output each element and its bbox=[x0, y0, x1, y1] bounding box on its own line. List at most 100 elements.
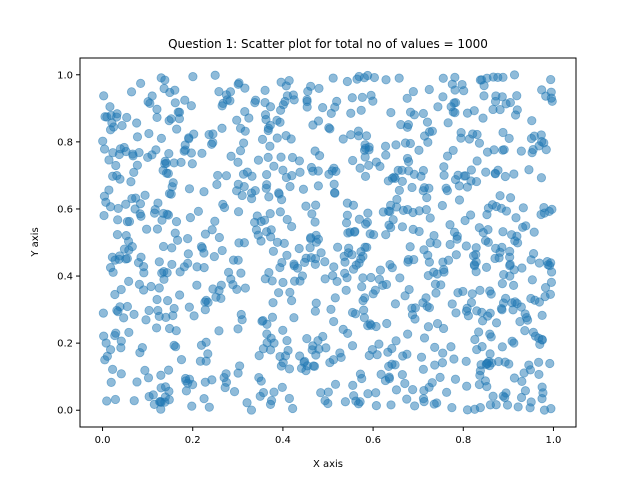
scatter-point bbox=[119, 313, 129, 323]
scatter-point bbox=[330, 188, 340, 198]
scatter-point bbox=[433, 102, 443, 112]
scatter-point bbox=[364, 145, 374, 155]
scatter-point bbox=[332, 96, 342, 106]
scatter-point bbox=[117, 120, 127, 131]
scatter-point bbox=[403, 120, 413, 130]
scatter-point bbox=[346, 130, 356, 140]
scatter-point bbox=[326, 108, 336, 119]
scatter-point bbox=[152, 224, 163, 234]
scatter-point bbox=[199, 263, 209, 273]
scatter-point bbox=[338, 134, 348, 144]
scatter-point bbox=[316, 248, 326, 258]
x-tick-label: 0.2 bbox=[185, 435, 201, 446]
scatter-point bbox=[269, 161, 279, 171]
scatter-point bbox=[261, 114, 271, 125]
x-tick-label: 0.6 bbox=[365, 435, 381, 446]
scatter-point bbox=[156, 370, 166, 380]
scatter-point bbox=[164, 188, 175, 199]
scatter-point bbox=[446, 102, 456, 112]
scatter-point bbox=[262, 170, 272, 180]
scatter-point bbox=[284, 364, 295, 374]
scatter-point bbox=[445, 239, 455, 250]
scatter-point bbox=[110, 289, 120, 300]
scatter-point bbox=[214, 87, 224, 97]
scatter-point bbox=[157, 215, 167, 225]
scatter-point bbox=[143, 152, 153, 163]
scatter-point bbox=[419, 397, 429, 407]
scatter-point bbox=[129, 309, 139, 319]
scatter-point bbox=[221, 171, 232, 181]
scatter-point bbox=[346, 108, 356, 118]
scatter-point bbox=[485, 308, 495, 318]
scatter-point bbox=[237, 190, 247, 201]
scatter-point bbox=[275, 105, 286, 115]
scatter-point bbox=[463, 311, 473, 321]
scatter-point bbox=[247, 171, 257, 181]
scatter-point bbox=[457, 79, 467, 90]
scatter-point bbox=[265, 141, 275, 151]
scatter-point bbox=[491, 318, 502, 328]
scatter-point bbox=[281, 81, 291, 91]
scatter-point bbox=[394, 185, 404, 195]
scatter-point bbox=[207, 375, 217, 385]
scatter-point bbox=[460, 215, 470, 226]
scatter-point bbox=[486, 332, 496, 342]
y-tick-label: 1.0 bbox=[57, 70, 73, 81]
scatter-point bbox=[352, 74, 362, 84]
scatter-point bbox=[356, 247, 366, 257]
scatter-point bbox=[471, 267, 481, 277]
scatter-point bbox=[509, 70, 520, 80]
scatter-point bbox=[253, 155, 264, 165]
scatter-point bbox=[153, 198, 163, 208]
scatter-point bbox=[246, 188, 257, 198]
scatter-point bbox=[537, 310, 547, 320]
scatter-point bbox=[343, 248, 353, 258]
scatter-point bbox=[257, 134, 268, 144]
scatter-point bbox=[163, 296, 173, 306]
scatter-point bbox=[449, 354, 459, 364]
scatter-point bbox=[479, 81, 489, 91]
scatter-point bbox=[387, 359, 397, 369]
scatter-point bbox=[328, 73, 338, 83]
scatter-point bbox=[382, 318, 392, 329]
scatter-point bbox=[481, 360, 491, 370]
scatter-point bbox=[192, 280, 202, 290]
scatter-point bbox=[497, 342, 507, 352]
scatter-point bbox=[359, 73, 369, 83]
scatter-point bbox=[348, 380, 358, 390]
scatter-point bbox=[168, 310, 178, 321]
scatter-point bbox=[442, 151, 453, 161]
scatter-point bbox=[168, 178, 178, 188]
scatter-point bbox=[268, 298, 278, 308]
scatter-point bbox=[105, 345, 116, 355]
scatter-point bbox=[424, 257, 434, 267]
scatter-point bbox=[360, 171, 371, 181]
scatter-point bbox=[210, 216, 220, 226]
scatter-point bbox=[154, 257, 164, 267]
scatter-point bbox=[356, 105, 366, 115]
scatter-point bbox=[267, 312, 278, 322]
x-axis-label: X axis bbox=[313, 459, 343, 470]
scatter-point bbox=[458, 286, 468, 297]
scatter-point bbox=[160, 75, 170, 85]
scatter-point bbox=[298, 184, 309, 194]
scatter-point bbox=[474, 223, 484, 233]
scatter-point bbox=[274, 189, 284, 199]
scatter-point bbox=[446, 342, 456, 352]
scatter-point bbox=[471, 257, 481, 267]
scatter-point bbox=[519, 368, 529, 378]
scatter-point bbox=[485, 349, 495, 359]
scatter-point bbox=[448, 145, 458, 156]
scatter-point bbox=[320, 257, 330, 267]
scatter-point bbox=[512, 231, 522, 241]
scatter-point bbox=[361, 131, 372, 141]
scatter-point bbox=[189, 311, 199, 321]
scatter-point bbox=[137, 343, 147, 353]
scatter-point bbox=[414, 226, 424, 237]
y-tick-label: 0.2 bbox=[57, 339, 73, 350]
scatter-point bbox=[140, 190, 150, 200]
scatter-point bbox=[318, 103, 328, 113]
scatter-point bbox=[126, 177, 136, 187]
scatter-point bbox=[98, 308, 108, 318]
scatter-point bbox=[174, 107, 185, 117]
